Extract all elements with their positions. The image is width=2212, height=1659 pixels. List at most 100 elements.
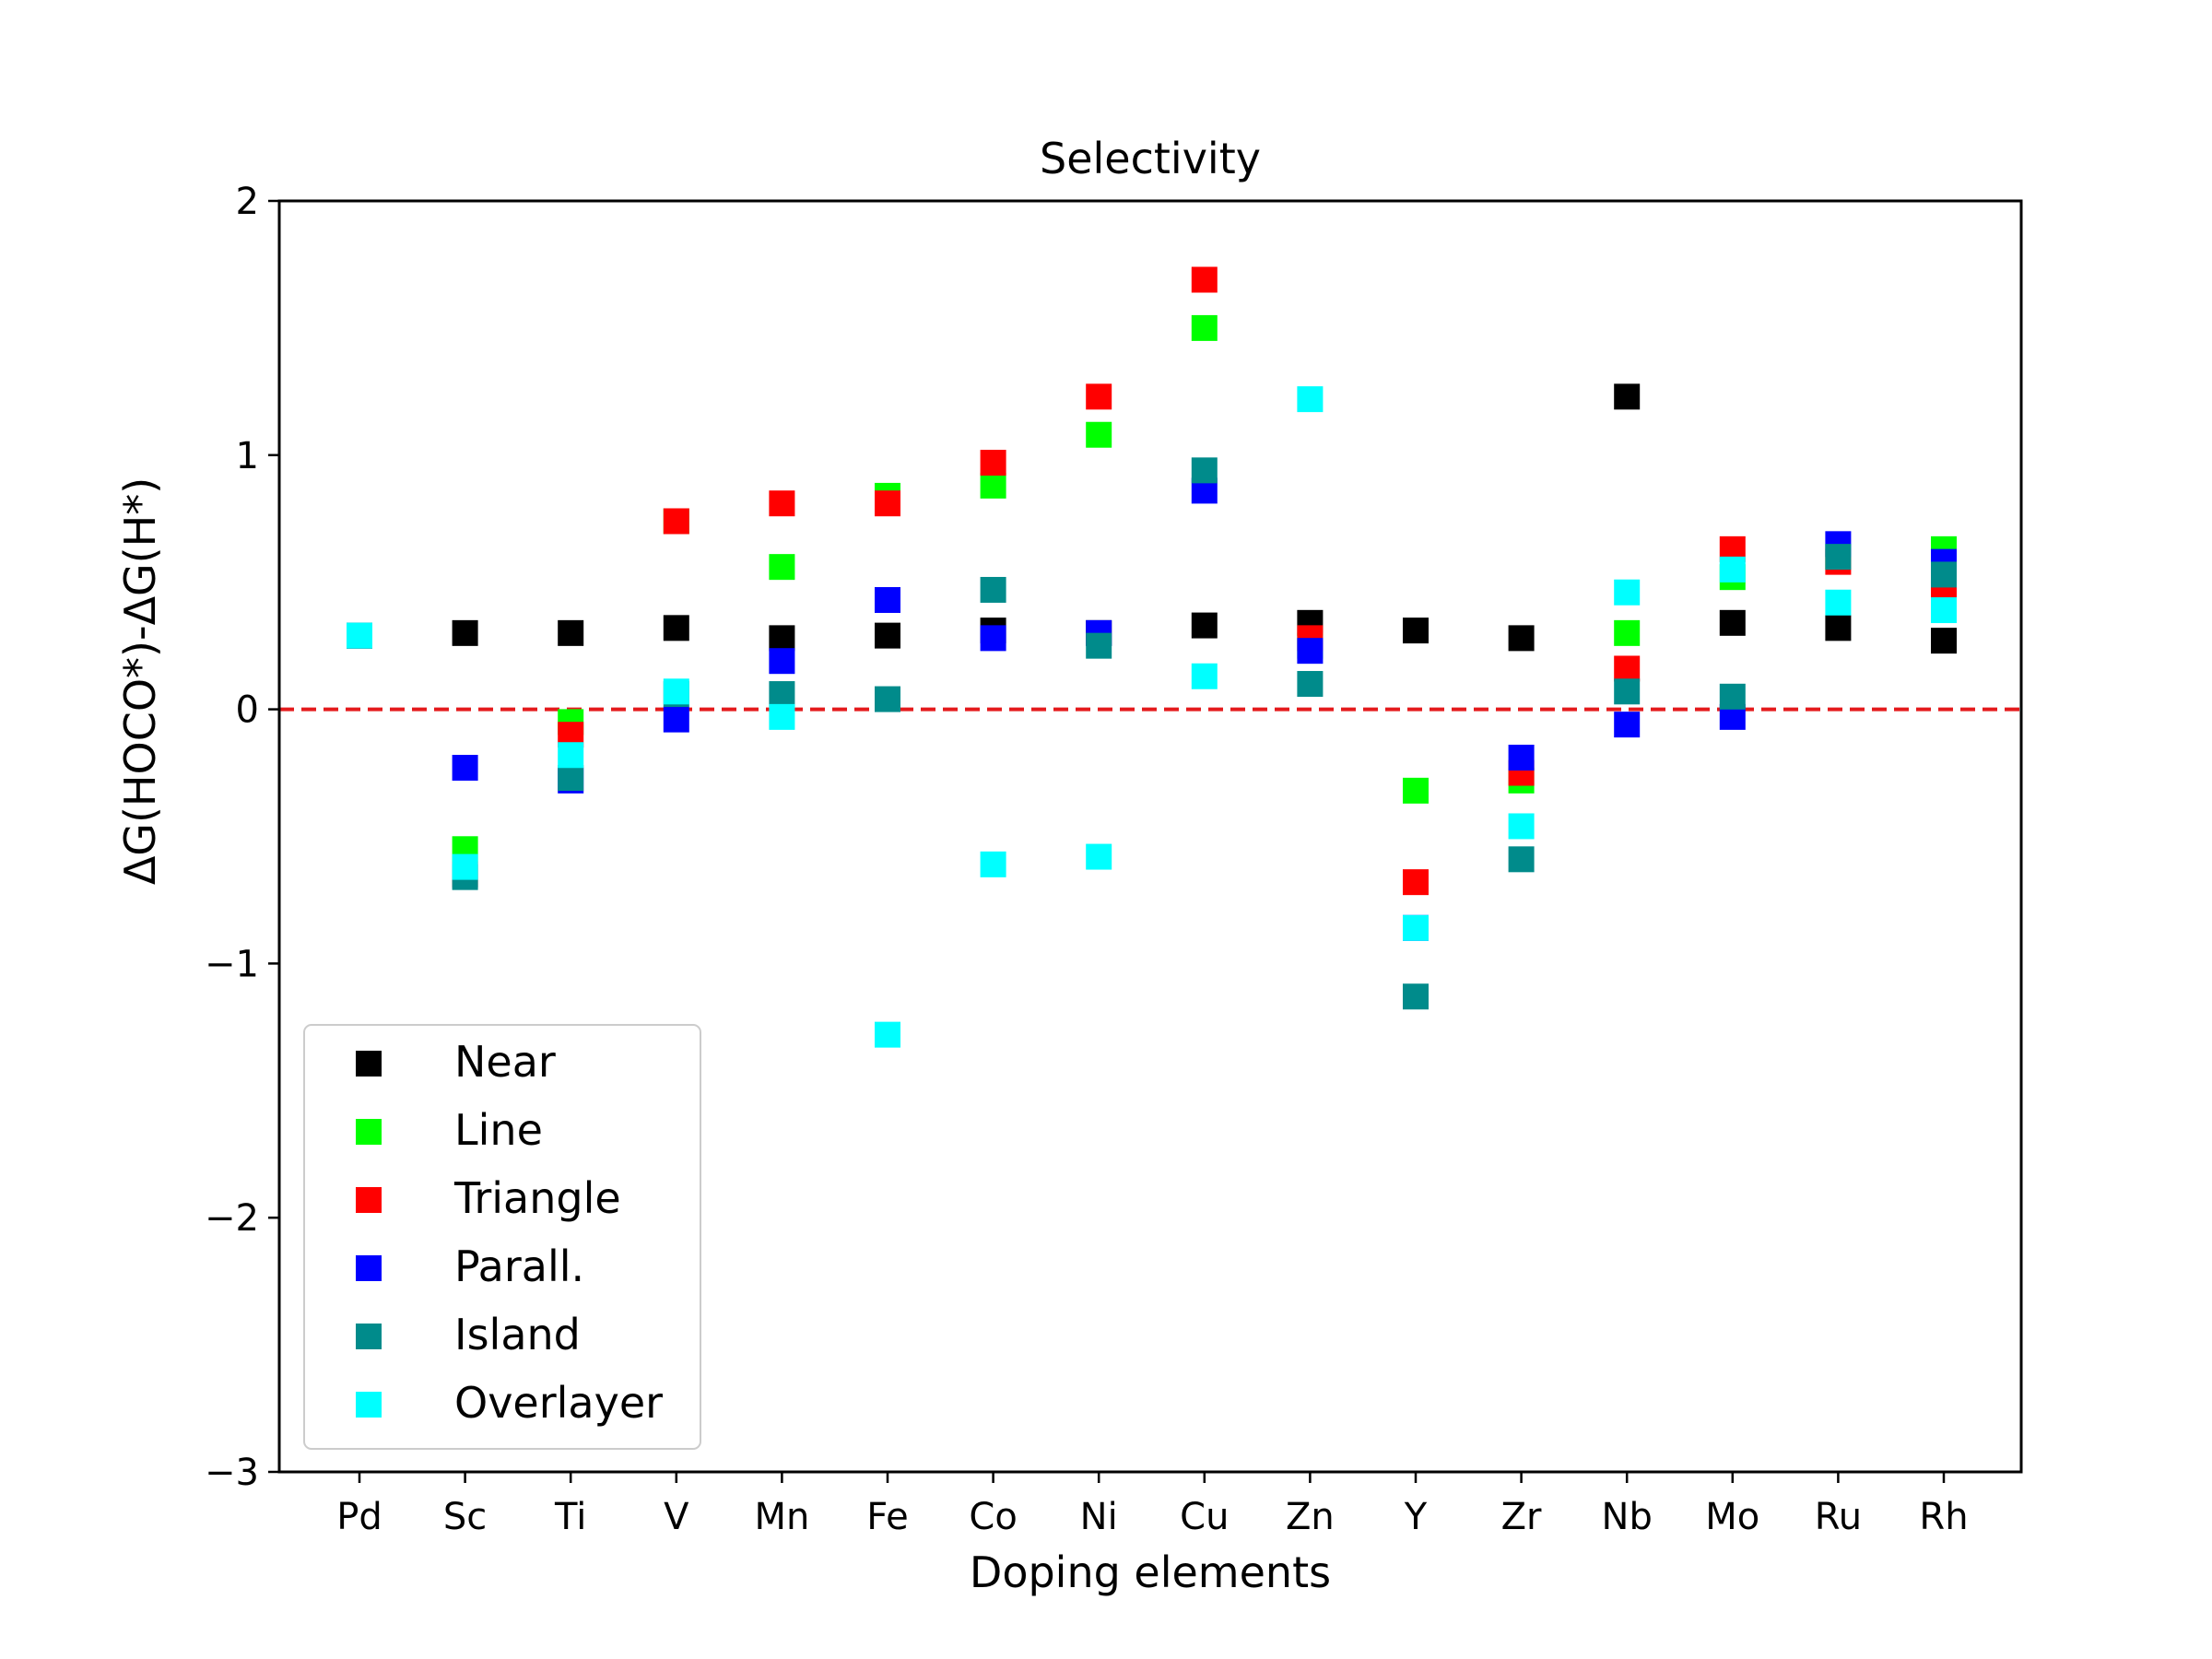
data-point xyxy=(980,851,1006,877)
x-tick-label: Pd xyxy=(336,1496,382,1538)
data-point xyxy=(1191,266,1218,293)
legend-label: Parall. xyxy=(454,1241,584,1291)
data-point xyxy=(663,615,689,641)
data-point xyxy=(663,706,689,733)
y-tick-label: −1 xyxy=(205,943,259,985)
legend-marker xyxy=(356,1187,382,1213)
data-point xyxy=(558,742,584,769)
x-tick-label: Ni xyxy=(1080,1496,1118,1538)
axes-frame xyxy=(277,199,2023,1474)
y-tick-label: −3 xyxy=(205,1452,259,1494)
data-point xyxy=(1931,597,1957,624)
legend: Near Line Triangle Parall. Island Overlayer xyxy=(303,1024,701,1450)
data-point xyxy=(1403,618,1429,644)
data-point xyxy=(347,622,372,649)
data-point xyxy=(558,619,584,646)
data-point xyxy=(1086,843,1112,870)
data-point xyxy=(452,853,478,880)
data-point xyxy=(1614,678,1641,705)
data-point xyxy=(1719,683,1746,710)
data-point xyxy=(1508,813,1535,840)
data-point xyxy=(980,450,1006,477)
data-point xyxy=(1086,632,1112,659)
data-point xyxy=(1403,914,1429,941)
data-point xyxy=(1191,314,1218,341)
data-point xyxy=(1403,869,1429,896)
plot-area: 2 1 0 −1 −2 −3 Pd Sc Ti V Mn Fe Co Ni Cu Zn Y Zr Nb Mo Ru Rh xyxy=(205,181,2023,1538)
data-point xyxy=(1719,556,1746,582)
data-point xyxy=(1297,638,1324,665)
data-point xyxy=(452,755,478,782)
data-point xyxy=(980,576,1006,603)
data-point xyxy=(1508,846,1535,873)
legend-marker xyxy=(356,1392,382,1418)
series-overlayer xyxy=(347,386,1957,1048)
data-point xyxy=(1825,615,1852,641)
legend-marker xyxy=(356,1051,382,1077)
data-point xyxy=(558,765,584,792)
x-tick-label: Co xyxy=(969,1496,1017,1538)
data-point xyxy=(1508,745,1535,771)
legend-label: Overlayer xyxy=(454,1378,663,1428)
x-tick-label: Zn xyxy=(1286,1496,1335,1538)
legend-marker xyxy=(356,1119,382,1145)
x-tick-label: Mn xyxy=(754,1496,809,1538)
data-point xyxy=(1297,386,1324,413)
data-point xyxy=(452,619,478,646)
data-point xyxy=(875,490,900,517)
x-tick-label: Y xyxy=(1404,1496,1428,1538)
legend-marker xyxy=(356,1255,382,1281)
data-point xyxy=(1614,619,1641,646)
x-tick-label: Sc xyxy=(443,1496,487,1538)
data-point xyxy=(1191,663,1218,689)
y-axis-label: ΔG(HOCO*)-ΔG(H*) xyxy=(115,477,165,885)
data-point xyxy=(1614,655,1641,682)
data-point xyxy=(769,554,795,581)
data-point xyxy=(980,625,1006,652)
legend-marker xyxy=(356,1324,382,1349)
y-tick-label: −2 xyxy=(205,1197,259,1240)
data-point xyxy=(769,703,795,730)
x-axis-label: Doping elements xyxy=(970,1547,1331,1597)
x-tick-label: Mo xyxy=(1705,1496,1759,1538)
data-point xyxy=(875,622,900,649)
data-point xyxy=(769,625,795,652)
data-point xyxy=(875,1021,900,1048)
data-point xyxy=(1931,561,1957,588)
y-tick-label: 2 xyxy=(236,181,259,223)
data-point xyxy=(875,587,900,614)
data-point xyxy=(1719,609,1746,636)
data-point xyxy=(1403,983,1429,1010)
data-point xyxy=(1086,421,1112,448)
data-point xyxy=(1403,777,1429,804)
x-tick-label: V xyxy=(664,1496,689,1538)
data-point xyxy=(663,508,689,535)
data-point xyxy=(1825,544,1852,571)
data-point xyxy=(1931,628,1957,654)
legend-label: Triangle xyxy=(453,1173,621,1223)
data-point xyxy=(1086,383,1112,410)
data-point xyxy=(1508,625,1535,652)
data-point xyxy=(1297,671,1324,698)
x-tick-label: Cu xyxy=(1180,1496,1229,1538)
data-point xyxy=(980,472,1006,499)
x-tick-label: Ru xyxy=(1815,1496,1862,1538)
data-point xyxy=(769,490,795,517)
data-point xyxy=(769,648,795,675)
legend-label: Island xyxy=(454,1310,581,1359)
data-point xyxy=(1191,457,1218,484)
x-tick-label: Nb xyxy=(1602,1496,1653,1538)
data-point xyxy=(769,681,795,708)
x-tick-label: Fe xyxy=(866,1496,908,1538)
y-tick-label: 1 xyxy=(236,435,259,477)
legend-frame xyxy=(303,1024,701,1450)
data-point xyxy=(875,686,900,712)
chart-title: Selectivity xyxy=(1040,134,1261,183)
x-tick-label: Rh xyxy=(1919,1496,1968,1538)
data-point xyxy=(1614,579,1641,606)
data-point xyxy=(1614,383,1641,410)
data-point xyxy=(663,678,689,705)
x-tick-label: Zr xyxy=(1501,1496,1542,1538)
data-point xyxy=(1614,712,1641,738)
